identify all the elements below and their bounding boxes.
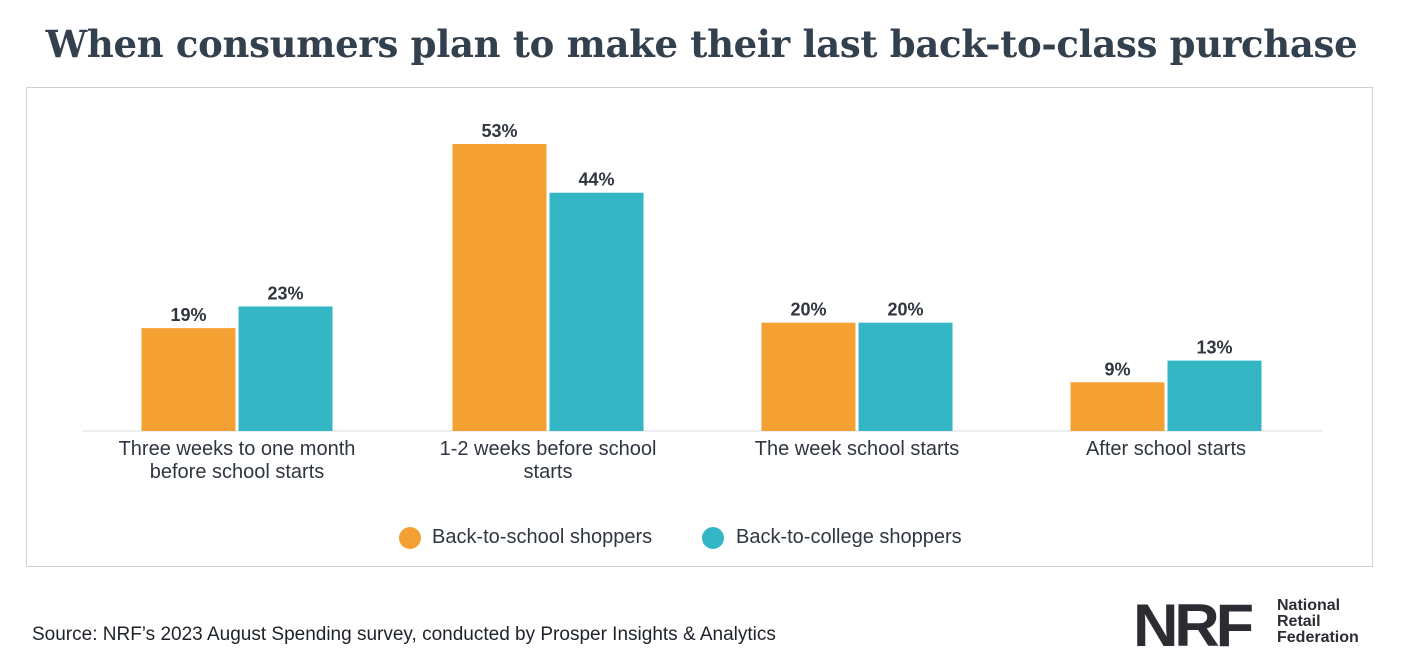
value-label-college-0: 23% — [267, 283, 303, 303]
bar-chart: 19% 53% 20% 9% 23% 44% 20% 13% Three weeks to on… — [83, 121, 1323, 549]
bar-college-1 — [549, 192, 644, 431]
category-label-0-line-1: before school starts — [150, 461, 325, 483]
legend-label-college: Back-to-college shoppers — [736, 526, 962, 548]
category-label-3-line-0: After school starts — [1086, 438, 1246, 460]
legend-marker-school — [399, 527, 421, 549]
category-label-2-line-0: The week school starts — [755, 438, 960, 460]
bar-college-0 — [238, 306, 333, 431]
bar-school-2 — [761, 322, 856, 431]
value-label-school-0: 19% — [170, 305, 206, 325]
bar-college-2 — [858, 322, 953, 431]
source-note: Source: NRF’s 2023 August Spending surve… — [32, 624, 776, 645]
bar-school-0 — [141, 328, 236, 431]
logo-name: National Retail Federation — [1277, 598, 1359, 646]
category-label-1-line-1: starts — [524, 461, 573, 483]
legend-label-school: Back-to-school shoppers — [432, 526, 652, 548]
category-label-1-line-0: 1-2 weeks before school — [440, 438, 657, 460]
category-label-0-line-0: Three weeks to one month — [119, 438, 356, 460]
bar-school-1 — [452, 144, 547, 431]
logo-name-line-1: National — [1277, 597, 1341, 614]
logo-name-line-2: Retail — [1277, 613, 1321, 630]
chart-frame: 19% 53% 20% 9% 23% 44% 20% 13% Three weeks to on… — [26, 87, 1373, 567]
value-label-college-3: 13% — [1196, 338, 1232, 358]
value-label-college-1: 44% — [578, 170, 614, 190]
value-label-school-3: 9% — [1104, 359, 1130, 379]
value-label-school-2: 20% — [790, 300, 826, 320]
logo-name-line-3: Federation — [1277, 629, 1359, 646]
nrf-logo[interactable]: NRF National Retail Federation — [1133, 596, 1383, 656]
value-label-college-2: 20% — [887, 300, 923, 320]
logo-mark: NRF — [1133, 592, 1254, 659]
bar-college-3 — [1167, 360, 1262, 431]
bar-school-3 — [1070, 382, 1165, 431]
legend-marker-college — [702, 527, 724, 549]
value-label-school-1: 53% — [481, 121, 517, 141]
chart-title: When consumers plan to make their last b… — [45, 22, 1358, 66]
